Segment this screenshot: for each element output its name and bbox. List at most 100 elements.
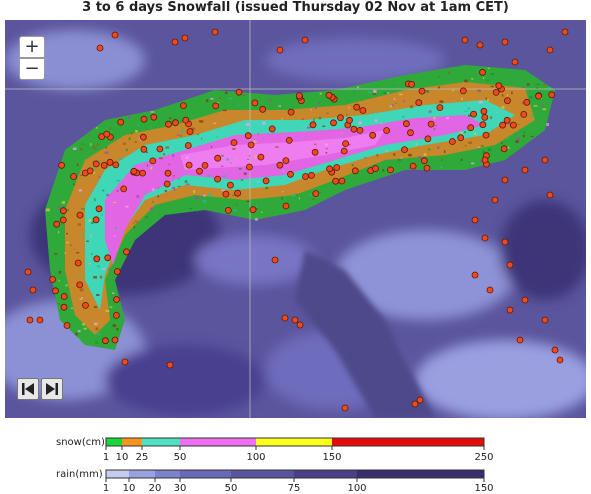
station-marker[interactable] <box>247 141 255 149</box>
station-marker[interactable] <box>171 38 179 46</box>
station-marker[interactable] <box>92 160 100 168</box>
station-marker[interactable] <box>338 177 346 185</box>
station-marker[interactable] <box>257 153 265 161</box>
station-marker[interactable] <box>481 234 489 242</box>
station-marker[interactable] <box>295 92 303 99</box>
station-marker[interactable] <box>332 177 340 185</box>
station-marker[interactable] <box>185 161 193 169</box>
station-marker[interactable] <box>301 36 309 44</box>
station-marker[interactable] <box>501 38 509 46</box>
station-marker[interactable] <box>308 171 315 179</box>
station-marker[interactable] <box>60 207 67 215</box>
station-marker[interactable] <box>351 167 359 175</box>
station-marker[interactable] <box>311 148 319 156</box>
station-marker[interactable] <box>416 396 424 404</box>
station-marker[interactable] <box>244 132 252 140</box>
station-marker[interactable] <box>287 170 294 178</box>
station-marker[interactable] <box>418 87 426 95</box>
station-marker[interactable] <box>353 103 361 111</box>
station-marker[interactable] <box>29 286 37 294</box>
station-marker[interactable] <box>480 107 488 115</box>
station-marker[interactable] <box>520 111 528 118</box>
station-marker[interactable] <box>111 336 119 344</box>
station-marker[interactable] <box>436 104 444 111</box>
station-marker[interactable] <box>296 321 304 329</box>
station-marker[interactable] <box>156 145 164 153</box>
station-marker[interactable] <box>282 157 290 165</box>
station-marker[interactable] <box>459 87 467 95</box>
station-marker[interactable] <box>93 255 101 263</box>
station-marker[interactable] <box>113 268 121 275</box>
station-marker[interactable] <box>341 404 349 412</box>
station-marker[interactable] <box>461 36 469 44</box>
station-marker[interactable] <box>501 238 509 246</box>
station-marker[interactable] <box>24 268 32 276</box>
station-marker[interactable] <box>53 220 61 228</box>
station-marker[interactable] <box>369 131 377 139</box>
station-marker[interactable] <box>214 175 222 183</box>
station-marker[interactable] <box>140 115 148 123</box>
station-marker[interactable] <box>201 161 209 169</box>
station-marker[interactable] <box>165 120 172 128</box>
skip-first-button[interactable] <box>17 378 39 400</box>
station-marker[interactable] <box>492 89 500 96</box>
station-marker[interactable] <box>104 254 112 262</box>
station-marker[interactable] <box>181 34 189 42</box>
station-marker[interactable] <box>224 206 232 214</box>
station-marker[interactable] <box>546 46 554 54</box>
station-marker[interactable] <box>140 145 148 153</box>
station-marker[interactable] <box>481 114 489 121</box>
station-marker[interactable] <box>76 281 84 289</box>
station-marker[interactable] <box>139 133 147 141</box>
station-marker[interactable] <box>123 248 130 256</box>
station-marker[interactable] <box>235 88 243 96</box>
station-marker[interactable] <box>163 180 171 188</box>
station-marker[interactable] <box>551 346 559 354</box>
station-marker[interactable] <box>471 271 479 279</box>
station-marker[interactable] <box>383 127 391 134</box>
station-marker[interactable] <box>182 116 190 124</box>
station-marker[interactable] <box>535 92 542 100</box>
station-marker[interactable] <box>287 108 295 116</box>
station-marker[interactable] <box>427 120 435 128</box>
zoom-out-button[interactable]: − <box>19 58 45 80</box>
station-marker[interactable] <box>415 99 423 106</box>
station-marker[interactable] <box>139 169 147 177</box>
station-marker[interactable] <box>234 189 242 197</box>
station-marker[interactable] <box>409 162 417 170</box>
station-marker[interactable] <box>407 129 414 137</box>
station-marker[interactable] <box>60 303 68 311</box>
station-marker[interactable] <box>214 154 222 162</box>
station-marker[interactable] <box>471 216 479 224</box>
station-marker[interactable] <box>281 314 289 322</box>
station-marker[interactable] <box>82 301 89 309</box>
station-marker[interactable] <box>149 157 157 165</box>
snowfall-map[interactable]: + − <box>5 20 586 418</box>
station-marker[interactable] <box>499 121 507 129</box>
station-marker[interactable] <box>503 97 511 105</box>
station-marker[interactable] <box>95 205 103 213</box>
station-marker[interactable] <box>302 173 309 180</box>
station-marker[interactable] <box>423 164 431 172</box>
station-marker[interactable] <box>467 124 475 132</box>
station-marker[interactable] <box>117 118 125 126</box>
station-marker[interactable] <box>333 164 341 171</box>
station-marker[interactable] <box>245 163 253 171</box>
station-marker[interactable] <box>342 140 350 147</box>
station-marker[interactable] <box>482 131 490 139</box>
station-marker[interactable] <box>501 176 509 184</box>
station-marker[interactable] <box>340 147 348 155</box>
station-marker[interactable] <box>326 165 334 173</box>
station-marker[interactable] <box>291 316 299 324</box>
station-marker[interactable] <box>509 121 517 129</box>
station-marker[interactable] <box>541 156 549 164</box>
station-marker[interactable] <box>271 256 279 264</box>
station-marker[interactable] <box>196 167 203 175</box>
station-marker[interactable] <box>325 91 333 99</box>
station-marker[interactable] <box>26 316 34 324</box>
station-marker[interactable] <box>556 356 564 364</box>
station-marker[interactable] <box>150 113 158 121</box>
station-marker[interactable] <box>346 116 353 124</box>
station-marker[interactable] <box>60 293 68 300</box>
station-marker[interactable] <box>285 137 293 144</box>
